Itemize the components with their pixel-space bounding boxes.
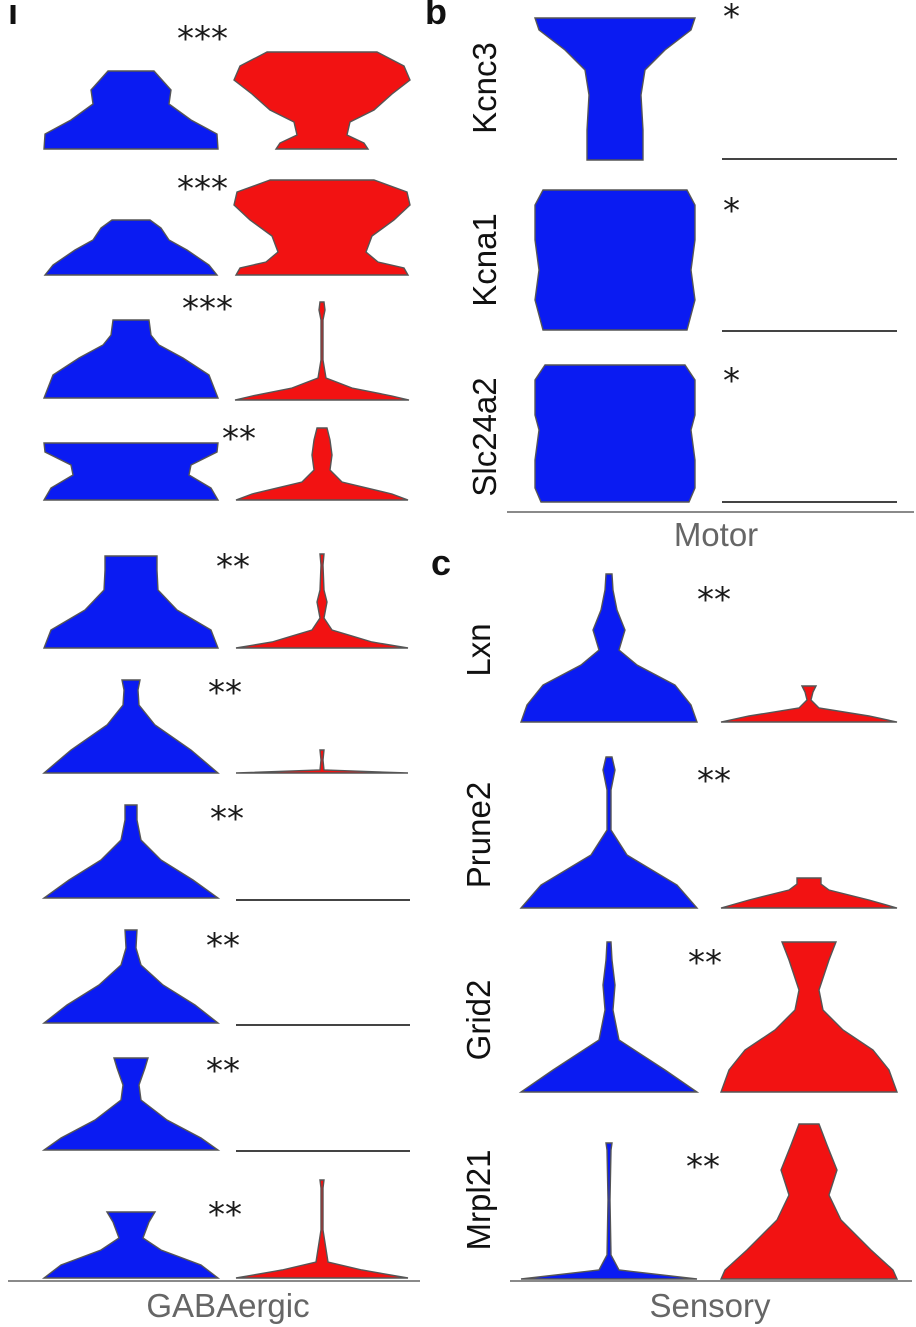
panel-c-letter: c <box>431 542 451 583</box>
motor-slc24a2-significance: * <box>723 361 740 401</box>
violin-gabaergic-gene2-group2 <box>233 179 411 276</box>
violin-sensory-mrpl21-group2 <box>719 1123 899 1280</box>
panel-a-gene-3: *** <box>42 289 410 401</box>
violin-gabaergic-gene5-group1 <box>42 555 220 649</box>
violin-gabaergic-gene6-group2 <box>235 749 409 774</box>
violin-gabaergic-gene10-group2 <box>235 1179 409 1279</box>
violin-sensory-grid2-group2 <box>720 941 898 1093</box>
panel-a-gene-5: ** <box>42 547 409 649</box>
gene-label-grid2: Grid2 <box>460 980 497 1061</box>
violin-sensory-mrpl21-group1 <box>520 1142 698 1280</box>
gene-label-slc24a2: Slc24a2 <box>466 377 503 496</box>
violin-gabaergic-gene4-group1 <box>42 442 220 501</box>
gabaergic-gene5-significance: ** <box>216 547 250 587</box>
violin-sensory-prune2-group1 <box>519 756 699 909</box>
panel-a-gene-6: ** <box>42 673 409 774</box>
sensory-prune2-significance: ** <box>697 761 731 801</box>
violin-sensory-prune2-group2 <box>720 877 898 909</box>
violin-gabaergic-gene8-group1 <box>41 929 221 1024</box>
violin-gabaergic-gene7-group1 <box>41 804 221 899</box>
gabaergic-gene4-significance: ** <box>222 419 256 459</box>
panel-a-gene-7: ** <box>41 799 410 901</box>
violin-motor-kcnc3-group1 <box>534 17 696 161</box>
panel-b: Kcnc3 Kcna1 Slc24a2 * * * Motor <box>466 0 914 553</box>
violin-gabaergic-gene9-group1 <box>41 1057 221 1151</box>
panel-b-letter: b <box>425 0 447 32</box>
violin-gabaergic-gene5-group2 <box>235 553 409 649</box>
sensory-mrpl21-significance: ** <box>686 1147 720 1187</box>
violin-gabaergic-gene10-group1 <box>41 1211 221 1279</box>
gene-label-kcnc3: Kcnc3 <box>466 42 503 134</box>
gabaergic-gene1-significance: *** <box>177 19 228 59</box>
violin-motor-slc24a2-group1 <box>534 364 696 503</box>
gene-label-prune2: Prune2 <box>460 782 497 888</box>
sensory-x-label: Sensory <box>649 1287 771 1324</box>
violin-sensory-lxn-group2 <box>720 685 898 723</box>
panel-a: *** *** *** ** ** ** <box>8 19 420 1324</box>
gabaergic-gene8-significance: ** <box>206 926 240 966</box>
panel-a-gene-1: *** <box>43 19 411 150</box>
panel-a-letter: ı <box>8 0 18 32</box>
violin-gabaergic-gene3-group2 <box>234 301 410 401</box>
gene-label-mrpl21: Mrpl21 <box>460 1150 497 1251</box>
panel-a-gene-2: *** <box>43 169 411 276</box>
motor-kcnc3-significance: * <box>723 0 740 37</box>
violin-gabaergic-gene1-group2 <box>233 51 411 150</box>
panel-a-gene-10: ** <box>41 1179 409 1279</box>
panel-a-gene-9: ** <box>41 1051 410 1152</box>
gabaergic-gene3-significance: *** <box>182 289 233 329</box>
gabaergic-gene2-significance: *** <box>177 169 228 209</box>
sensory-grid2-significance: ** <box>688 943 722 983</box>
violin-sensory-lxn-group1 <box>520 573 698 723</box>
gabaergic-gene7-significance: ** <box>210 799 244 839</box>
sensory-lxn-significance: ** <box>697 580 731 620</box>
motor-x-label: Motor <box>674 516 758 553</box>
violin-gabaergic-gene4-group2 <box>235 427 409 501</box>
violin-gabaergic-gene3-group1 <box>42 319 220 399</box>
gene-label-kcna1: Kcna1 <box>466 213 503 307</box>
violin-sensory-grid2-group1 <box>518 941 700 1093</box>
gabaergic-x-label: GABAergic <box>146 1287 309 1324</box>
gabaergic-gene6-significance: ** <box>208 673 242 713</box>
violin-gabaergic-gene2-group1 <box>43 219 219 276</box>
violin-gabaergic-gene6-group1 <box>42 679 220 774</box>
violin-gabaergic-gene1-group1 <box>43 70 219 150</box>
motor-kcna1-significance: * <box>723 191 740 231</box>
panel-c: Lxn Prune2 Grid2 Mrpl21 ** ** ** ** Sens… <box>460 573 912 1324</box>
gene-label-lxn: Lxn <box>460 623 497 676</box>
panel-a-gene-8: ** <box>41 926 410 1026</box>
gabaergic-gene9-significance: ** <box>206 1051 240 1091</box>
violin-motor-kcna1-group1 <box>534 189 696 331</box>
gabaergic-gene10-significance: ** <box>208 1195 242 1235</box>
panel-a-gene-4: ** <box>42 419 409 501</box>
